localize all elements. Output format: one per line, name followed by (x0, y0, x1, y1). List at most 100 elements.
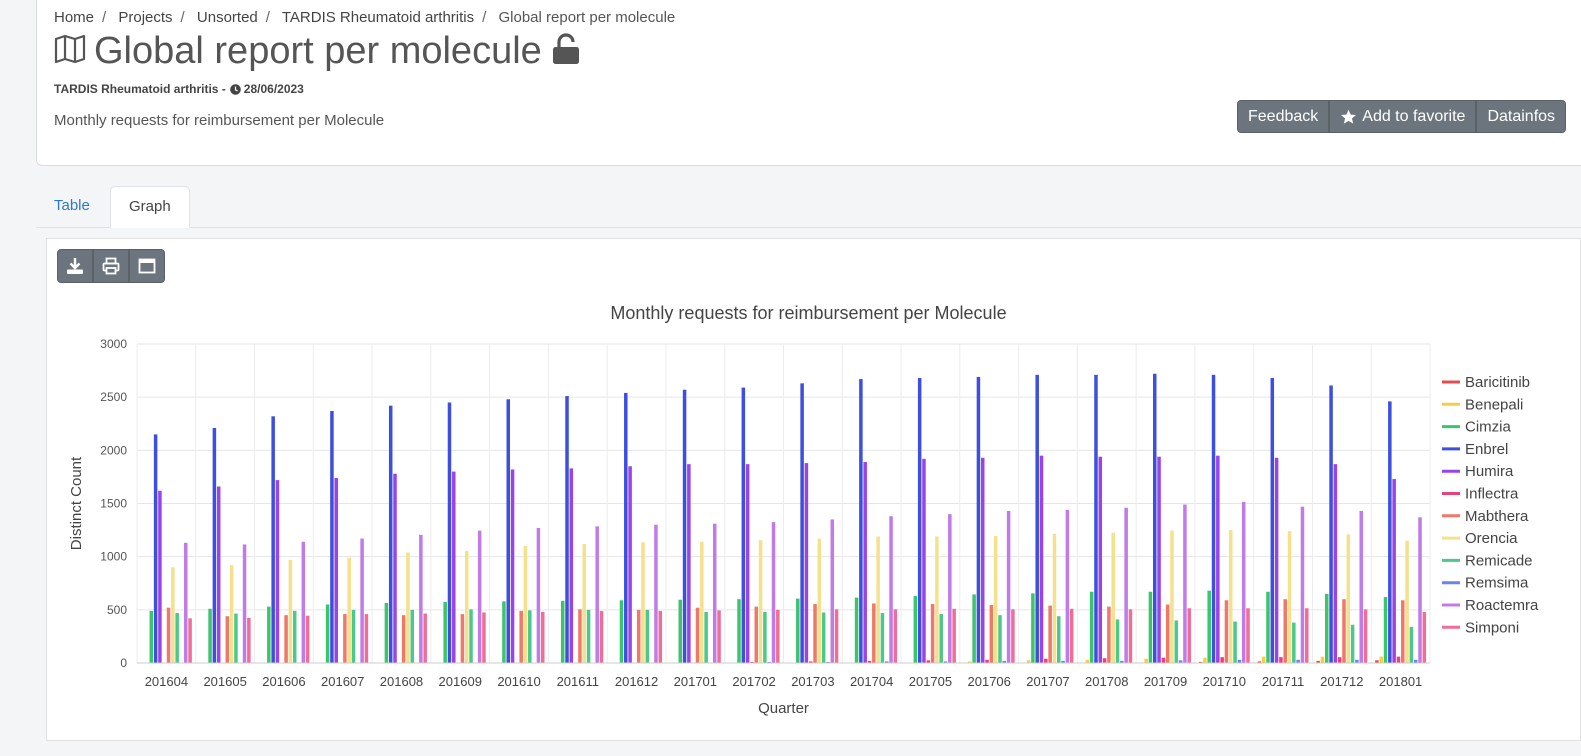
bar-remicade (645, 609, 650, 663)
bar-simponi (482, 612, 486, 663)
x-tick-label: 201612 (615, 674, 658, 689)
bar-roactemra (1418, 517, 1422, 663)
bar-enbrel (859, 379, 863, 663)
bar-remicade (586, 609, 591, 663)
y-tick-label: 500 (107, 603, 127, 617)
bar-enbrel (153, 434, 158, 663)
bar-mabthera (872, 603, 876, 663)
bar-remicade (234, 613, 238, 663)
bar-roactemra (1300, 506, 1305, 663)
add-to-favorite-button[interactable]: Add to favorite (1329, 100, 1477, 133)
breadcrumb-project[interactable]: TARDIS Rheumatoid arthritis (281, 9, 475, 26)
bar-remsima (1061, 660, 1065, 663)
print-icon (102, 257, 120, 275)
bar-enbrel (1329, 385, 1333, 663)
bar-roactemra (948, 514, 952, 663)
bar-remicade (763, 611, 767, 663)
page-title: Global report per molecule (94, 30, 542, 72)
bar-orencia (171, 567, 175, 663)
bar-humira (452, 471, 456, 663)
download-chart-button[interactable] (57, 249, 93, 283)
fullscreen-chart-button[interactable] (129, 249, 165, 283)
bar-roactemra (712, 523, 717, 663)
tab-graph[interactable]: Graph (110, 186, 190, 228)
bar-baricitinib (1198, 661, 1203, 663)
map-icon (54, 34, 86, 69)
bar-cimzia (384, 602, 389, 663)
bar-inflectra (1220, 657, 1224, 663)
x-tick-label: 201705 (909, 674, 952, 689)
bar-remicade (1174, 620, 1179, 663)
clock-icon (229, 83, 241, 95)
bar-orencia (1111, 532, 1115, 663)
bar-remicade (1233, 621, 1237, 663)
breadcrumb-projects[interactable]: Projects (118, 9, 173, 26)
bar-remicade (351, 609, 356, 663)
bar-roactemra (830, 519, 835, 663)
x-tick-label: 201607 (321, 674, 364, 689)
bar-simponi (717, 610, 721, 663)
bar-remicade (1292, 622, 1296, 663)
bar-inflectra (808, 661, 813, 663)
bar-orencia (582, 543, 587, 663)
x-tick-label: 201608 (380, 674, 423, 689)
bar-inflectra (750, 661, 754, 663)
download-icon (66, 257, 84, 275)
bar-remicade (528, 610, 532, 663)
bar-cimzia (149, 610, 154, 663)
bar-roactemra (771, 522, 776, 663)
bar-simponi (1363, 609, 1368, 663)
bar-orencia (817, 538, 822, 663)
bar-cimzia (913, 596, 918, 663)
x-tick-label: 201701 (674, 674, 717, 689)
bar-roactemra (654, 524, 658, 663)
breadcrumb-unsorted[interactable]: Unsorted (196, 9, 258, 26)
bar-humira (1039, 455, 1044, 663)
x-tick-label: 201706 (968, 674, 1011, 689)
bar-simponi (1128, 609, 1133, 663)
bar-remsima (1178, 660, 1183, 663)
bar-enbrel (1211, 374, 1216, 663)
x-tick-label: 201702 (732, 674, 775, 689)
bar-orencia (229, 565, 234, 663)
x-tick-label: 201604 (145, 674, 188, 689)
bar-humira (804, 463, 809, 663)
legend-item: Baricitinib (1465, 374, 1530, 391)
bar-simponi (188, 618, 192, 663)
bar-cimzia (972, 594, 976, 663)
bar-mabthera (754, 606, 759, 663)
add-to-favorite-label: Add to favorite (1362, 107, 1466, 125)
bar-simponi (247, 617, 251, 663)
bar-orencia (1405, 540, 1409, 663)
bar-cimzia (443, 601, 447, 663)
bar-remicade (998, 615, 1002, 663)
unlock-icon[interactable] (552, 33, 580, 70)
bar-simponi (893, 609, 898, 663)
bar-remicade (939, 614, 943, 663)
feedback-label: Feedback (1248, 107, 1319, 125)
bar-simponi (540, 611, 545, 663)
bar-benepali (1085, 659, 1090, 663)
bar-mabthera (460, 614, 465, 663)
bar-orencia (1229, 530, 1233, 663)
bar-simponi (1069, 608, 1074, 663)
datainfos-button[interactable]: Datainfos (1476, 100, 1567, 133)
tab-table[interactable]: Table (54, 197, 90, 214)
bar-remsima (1296, 659, 1300, 663)
legend-item: Cimzia (1465, 419, 1511, 436)
y-tick-label: 0 (120, 656, 127, 670)
bar-orencia (523, 546, 528, 663)
y-tick-label: 3000 (100, 337, 127, 351)
bar-roactemra (477, 530, 482, 663)
bar-simponi (423, 613, 427, 663)
breadcrumb-home[interactable]: Home (54, 9, 95, 26)
bar-simponi (1011, 609, 1015, 663)
bar-cimzia (1089, 591, 1094, 663)
bar-mabthera (225, 616, 230, 663)
feedback-button[interactable]: Feedback (1237, 100, 1330, 133)
bar-remicade (1115, 619, 1120, 663)
x-tick-label: 201710 (1203, 674, 1246, 689)
bar-remicade (1056, 616, 1061, 663)
print-chart-button[interactable] (93, 249, 129, 283)
